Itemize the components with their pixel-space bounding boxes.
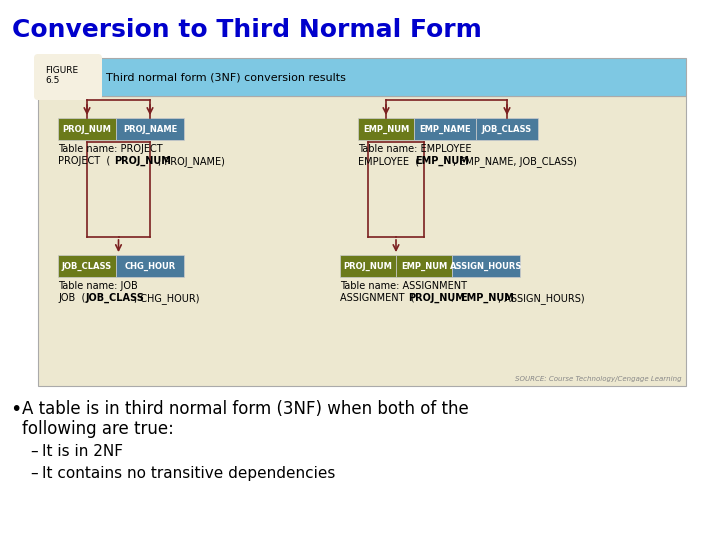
Text: PROJECT  (: PROJECT ( [58,156,110,166]
FancyBboxPatch shape [34,54,102,100]
Text: Table name: ASSIGNMENT: Table name: ASSIGNMENT [340,281,467,291]
Text: PROJ_NUM: PROJ_NUM [114,156,171,166]
Bar [58,118,116,140]
Text: ASSIGN_HOURS: ASSIGN_HOURS [450,261,522,271]
Text: ,: , [451,293,457,303]
Text: EMP_NUM: EMP_NUM [363,124,409,133]
Text: JOB  (: JOB ( [58,293,86,303]
Text: JOB_CLASS: JOB_CLASS [482,124,532,133]
Text: EMP_NAME: EMP_NAME [419,124,471,133]
Text: –: – [30,466,37,481]
Text: , PROJ_NAME): , PROJ_NAME) [158,156,225,167]
Text: EMPLOYEE  (: EMPLOYEE ( [358,156,419,166]
Text: Table name: PROJECT: Table name: PROJECT [58,144,163,154]
Text: Table name: EMPLOYEE: Table name: EMPLOYEE [358,144,472,154]
Text: •: • [10,400,22,419]
Text: Conversion to Third Normal Form: Conversion to Third Normal Form [12,18,482,42]
Bar [58,255,116,277]
Text: EMP_NUM: EMP_NUM [401,261,447,271]
Text: It is in 2NF: It is in 2NF [42,444,123,459]
Text: PROJ_NAME: PROJ_NAME [123,124,177,133]
Text: JOB_CLASS: JOB_CLASS [62,261,112,271]
Text: SOURCE: Course Technology/Cengage Learning: SOURCE: Course Technology/Cengage Learni… [516,376,682,382]
Text: –: – [30,444,37,459]
Text: EMP_NUM: EMP_NUM [415,156,469,166]
Bar [396,255,452,277]
Text: CHG_HOUR: CHG_HOUR [125,261,176,271]
Text: EMP_NUM: EMP_NUM [460,293,514,303]
Text: A table is in third normal form (3NF) when both of the: A table is in third normal form (3NF) wh… [22,400,469,418]
Bar [116,255,184,277]
Text: Third normal form (3NF) conversion results: Third normal form (3NF) conversion resul… [106,72,346,82]
Bar [476,118,538,140]
Text: PROJ_NUM: PROJ_NUM [408,293,465,303]
Text: FIGURE
6.5: FIGURE 6.5 [45,66,78,85]
Text: Table name: JOB: Table name: JOB [58,281,138,291]
Text: ASSIGNMENT  (: ASSIGNMENT ( [340,293,415,303]
Text: , CHG_HOUR): , CHG_HOUR) [134,293,199,304]
Text: PROJ_NUM: PROJ_NUM [63,124,112,133]
Text: , ASSIGN_HOURS): , ASSIGN_HOURS) [498,293,585,304]
Bar [116,118,184,140]
Text: It contains no transitive dependencies: It contains no transitive dependencies [42,466,336,481]
Bar [38,96,686,386]
Text: PROJ_NUM: PROJ_NUM [343,261,392,271]
Bar [452,255,520,277]
Bar [38,58,686,96]
Bar [340,255,396,277]
Text: following are true:: following are true: [22,420,174,438]
Text: , EMP_NAME, JOB_CLASS): , EMP_NAME, JOB_CLASS) [453,156,577,167]
Bar [414,118,476,140]
Text: JOB_CLASS: JOB_CLASS [86,293,145,303]
Bar [358,118,414,140]
